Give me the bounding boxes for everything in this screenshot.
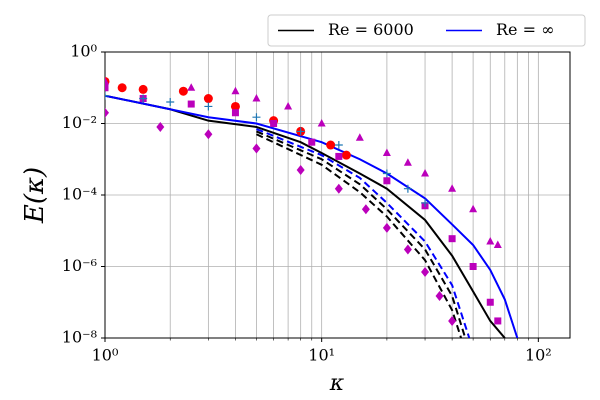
marker	[421, 198, 430, 207]
marker	[105, 107, 109, 118]
marker	[448, 184, 457, 192]
legend-box	[267, 14, 586, 47]
marker	[382, 169, 391, 178]
y-tick-label: 10⁻⁴	[62, 185, 97, 204]
marker	[334, 183, 343, 194]
marker	[341, 150, 351, 160]
marker	[203, 94, 213, 104]
series-line	[105, 94, 519, 338]
marker	[334, 141, 343, 150]
marker	[421, 168, 430, 177]
y-tick-label: 10⁻⁶	[62, 256, 97, 275]
marker	[403, 244, 412, 255]
marker	[139, 94, 148, 103]
legend-label: Re = ∞	[496, 20, 554, 39]
x-tick-label: 10¹	[308, 346, 335, 365]
y-tick-label: 10⁻⁸	[62, 328, 97, 347]
marker	[486, 237, 495, 245]
marker	[178, 86, 188, 96]
marker	[403, 158, 412, 166]
marker	[105, 84, 109, 92]
marker	[117, 83, 127, 93]
marker	[493, 240, 502, 248]
marker	[361, 204, 370, 215]
marker	[435, 290, 444, 301]
series-line	[105, 94, 506, 338]
marker	[252, 143, 261, 154]
marker	[105, 76, 109, 85]
series-line	[256, 130, 467, 338]
marker	[187, 83, 196, 91]
x-tick-label: 10²	[525, 346, 552, 365]
marker	[252, 94, 261, 102]
marker	[230, 101, 240, 111]
y-tick-label: 10⁻²	[62, 113, 97, 132]
marker	[494, 317, 502, 325]
plot-area	[105, 76, 519, 338]
legend-label: Re = 6000	[328, 20, 414, 39]
marker	[296, 165, 305, 176]
marker	[486, 298, 494, 306]
marker	[156, 121, 165, 132]
marker	[448, 315, 457, 326]
series-line	[256, 133, 463, 338]
marker	[204, 102, 213, 111]
marker	[326, 140, 336, 150]
marker	[382, 222, 391, 233]
marker	[187, 100, 195, 108]
marker	[335, 152, 343, 160]
marker	[355, 133, 364, 141]
series-line	[256, 128, 471, 338]
y-tick-label: 10⁰	[70, 42, 97, 61]
marker	[421, 267, 430, 278]
marker	[469, 263, 477, 270]
marker	[252, 113, 261, 122]
x-tick-label: 10⁰	[92, 346, 119, 365]
marker	[270, 120, 278, 127]
marker	[317, 119, 326, 127]
marker	[448, 235, 456, 243]
marker	[204, 129, 213, 140]
marker	[308, 138, 316, 146]
marker	[231, 109, 239, 117]
marker	[382, 148, 391, 156]
marker	[166, 97, 175, 106]
marker	[231, 86, 240, 95]
y-axis-label: E(κ)	[20, 167, 50, 224]
grid	[104, 51, 570, 339]
marker	[105, 91, 109, 100]
marker	[138, 84, 148, 94]
marker	[296, 127, 305, 136]
marker	[403, 184, 412, 193]
marker	[284, 101, 293, 110]
marker	[383, 177, 391, 185]
x-axis-label: κ	[329, 371, 345, 396]
legend: Re = 6000 Re = ∞	[267, 14, 586, 47]
marker	[469, 204, 478, 213]
